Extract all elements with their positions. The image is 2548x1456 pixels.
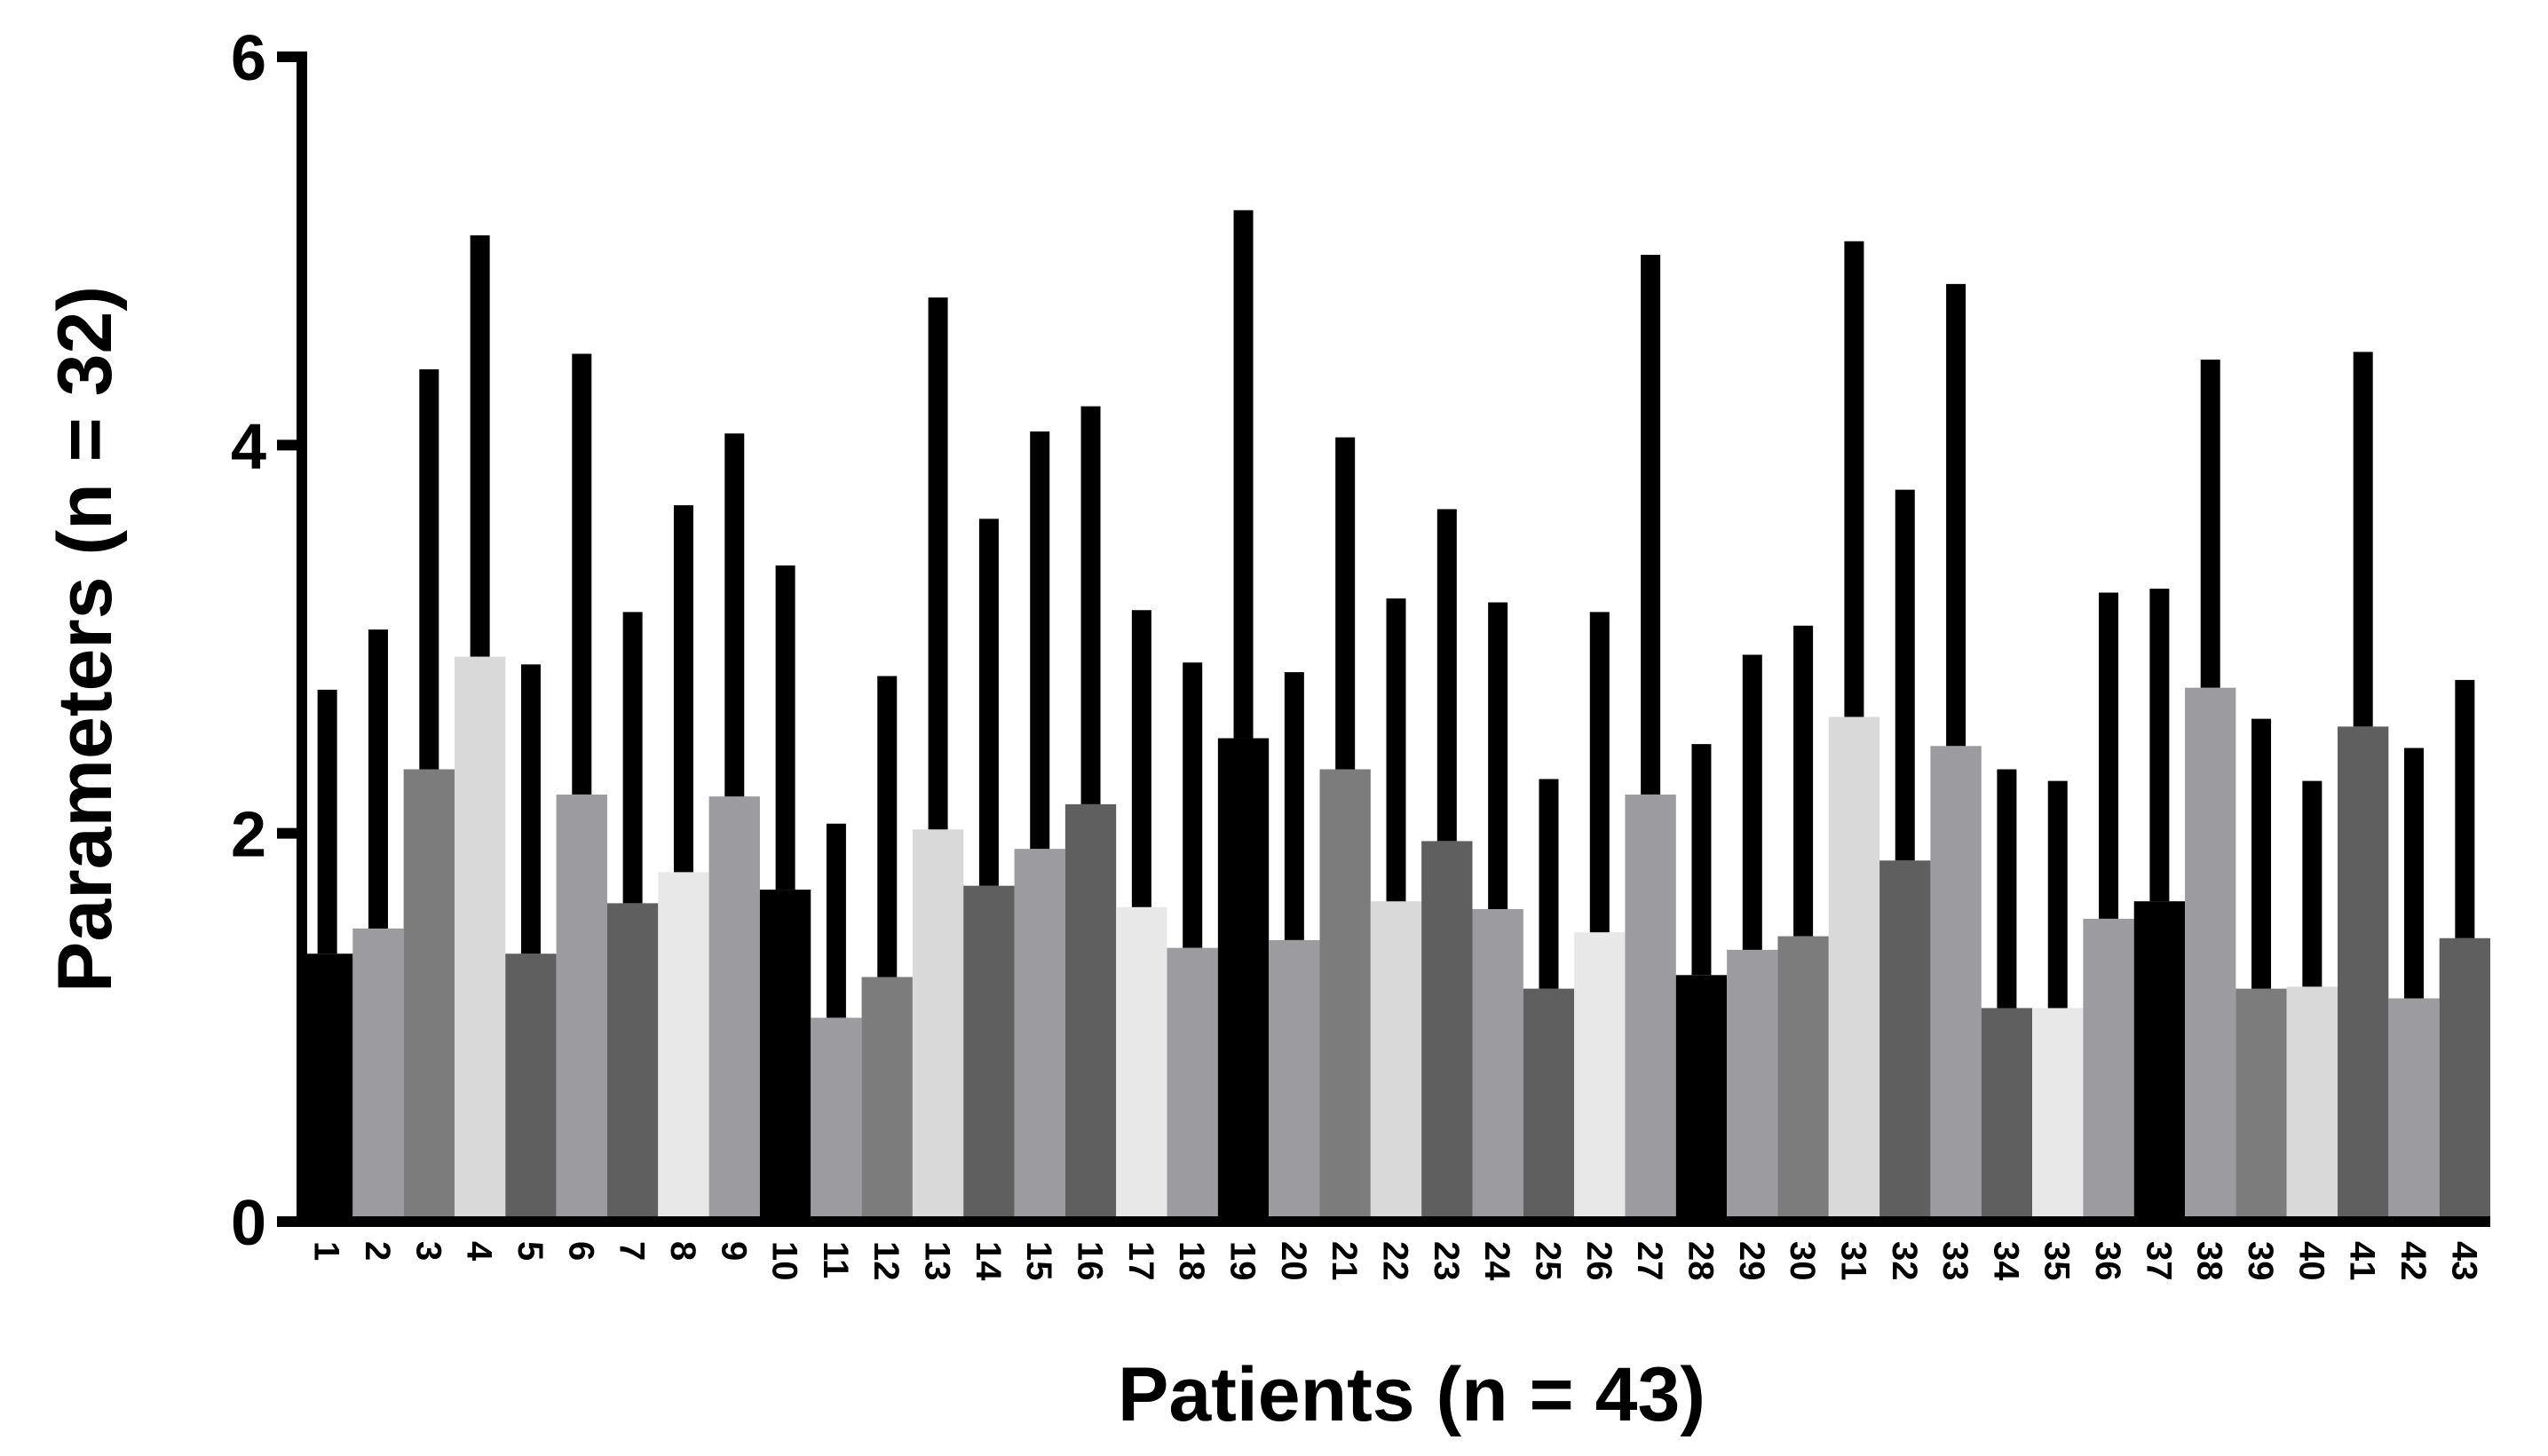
x-tick-label: 10 bbox=[765, 1241, 804, 1281]
x-tick-label: 22 bbox=[1376, 1241, 1415, 1281]
bar bbox=[505, 954, 557, 1222]
x-tick-label: 24 bbox=[1477, 1241, 1516, 1281]
bar bbox=[2185, 687, 2236, 1222]
x-tick-label: 42 bbox=[2394, 1241, 2433, 1281]
x-tick-label: 8 bbox=[663, 1241, 702, 1261]
x-tick-label: 4 bbox=[460, 1241, 499, 1262]
bar bbox=[1116, 906, 1167, 1222]
x-tick-label: 32 bbox=[1885, 1241, 1924, 1281]
bar bbox=[1319, 769, 1371, 1222]
x-tick-label: 31 bbox=[1833, 1241, 1872, 1281]
bar bbox=[454, 656, 506, 1222]
x-tick-label: 20 bbox=[1274, 1241, 1313, 1281]
bar bbox=[811, 1017, 862, 1222]
x-tick-label: 26 bbox=[1579, 1241, 1618, 1281]
bar bbox=[1421, 841, 1473, 1222]
y-tick-label: 4 bbox=[231, 411, 266, 482]
bar bbox=[963, 885, 1015, 1222]
bar bbox=[606, 903, 659, 1222]
bar bbox=[302, 954, 353, 1222]
y-tick-label: 0 bbox=[231, 1188, 266, 1259]
x-tick-label: 1 bbox=[307, 1241, 346, 1261]
x-tick-label: 43 bbox=[2444, 1241, 2483, 1281]
bar bbox=[1014, 849, 1065, 1222]
bar bbox=[1625, 794, 1676, 1222]
bar bbox=[1777, 936, 1829, 1222]
x-tick-label: 12 bbox=[866, 1241, 906, 1281]
y-tick-label: 2 bbox=[231, 800, 266, 871]
x-tick-label: 35 bbox=[2038, 1241, 2077, 1281]
bar bbox=[352, 928, 404, 1222]
x-tick-label: 16 bbox=[1071, 1241, 1110, 1281]
x-tick-label: 29 bbox=[1732, 1241, 1771, 1281]
x-tick-label: 6 bbox=[561, 1241, 600, 1261]
bar bbox=[1930, 746, 1982, 1222]
bar bbox=[1269, 939, 1320, 1222]
x-tick-label: 36 bbox=[2088, 1241, 2127, 1281]
y-axis-title: Parameters (n = 32) bbox=[43, 286, 128, 993]
x-tick-label: 38 bbox=[2190, 1241, 2229, 1281]
y-tick-label: 6 bbox=[231, 23, 266, 94]
bar bbox=[1217, 738, 1270, 1222]
x-tick-label: 34 bbox=[1986, 1241, 2025, 1281]
bar bbox=[1675, 975, 1728, 1222]
x-tick-label: 9 bbox=[714, 1241, 753, 1261]
x-tick-label: 33 bbox=[1935, 1241, 1974, 1281]
x-tick-label: 27 bbox=[1630, 1241, 1669, 1281]
bar bbox=[2032, 1008, 2084, 1222]
bar bbox=[2286, 986, 2338, 1222]
bar bbox=[403, 769, 455, 1222]
bar bbox=[2338, 726, 2389, 1222]
bar bbox=[912, 829, 964, 1222]
x-tick-label: 23 bbox=[1427, 1241, 1466, 1281]
x-tick-label: 30 bbox=[1783, 1241, 1822, 1281]
x-tick-label: 15 bbox=[1019, 1241, 1058, 1281]
bar bbox=[759, 890, 811, 1222]
x-tick-label: 28 bbox=[1681, 1241, 1720, 1281]
x-tick-label: 3 bbox=[408, 1241, 447, 1261]
bar bbox=[1064, 803, 1117, 1222]
bar bbox=[658, 872, 709, 1222]
bar bbox=[2388, 998, 2440, 1222]
bar bbox=[861, 977, 913, 1222]
bar bbox=[2235, 988, 2287, 1222]
bar bbox=[2083, 918, 2134, 1222]
bar bbox=[1981, 1008, 2033, 1222]
x-tick-label: 2 bbox=[358, 1241, 397, 1261]
bar bbox=[556, 794, 607, 1222]
bar bbox=[1828, 716, 1880, 1222]
x-tick-label: 19 bbox=[1223, 1241, 1262, 1281]
x-tick-label: 25 bbox=[1528, 1241, 1567, 1281]
x-tick-label: 37 bbox=[2139, 1241, 2178, 1281]
x-tick-label: 13 bbox=[918, 1241, 957, 1281]
x-tick-label: 17 bbox=[1121, 1241, 1160, 1281]
x-tick-label: 14 bbox=[969, 1241, 1008, 1281]
bar bbox=[1574, 932, 1626, 1222]
x-axis-title: Patients (n = 43) bbox=[1118, 1352, 1705, 1437]
bar bbox=[1523, 988, 1575, 1222]
bar bbox=[1472, 908, 1523, 1222]
bar bbox=[1879, 860, 1931, 1222]
bar bbox=[1167, 947, 1218, 1222]
bar bbox=[708, 796, 760, 1222]
x-tick-label: 18 bbox=[1172, 1241, 1211, 1281]
bar bbox=[1727, 949, 1778, 1222]
x-tick-label: 21 bbox=[1325, 1241, 1364, 1281]
bar bbox=[2133, 901, 2186, 1222]
x-tick-label: 11 bbox=[816, 1241, 855, 1278]
x-tick-label: 39 bbox=[2241, 1241, 2280, 1281]
x-tick-label: 5 bbox=[510, 1241, 550, 1261]
x-tick-label: 41 bbox=[2343, 1241, 2382, 1281]
x-tick-label: 40 bbox=[2291, 1241, 2330, 1281]
bar bbox=[1370, 901, 1422, 1222]
bar bbox=[2439, 938, 2490, 1222]
x-tick-label: 7 bbox=[613, 1241, 652, 1261]
